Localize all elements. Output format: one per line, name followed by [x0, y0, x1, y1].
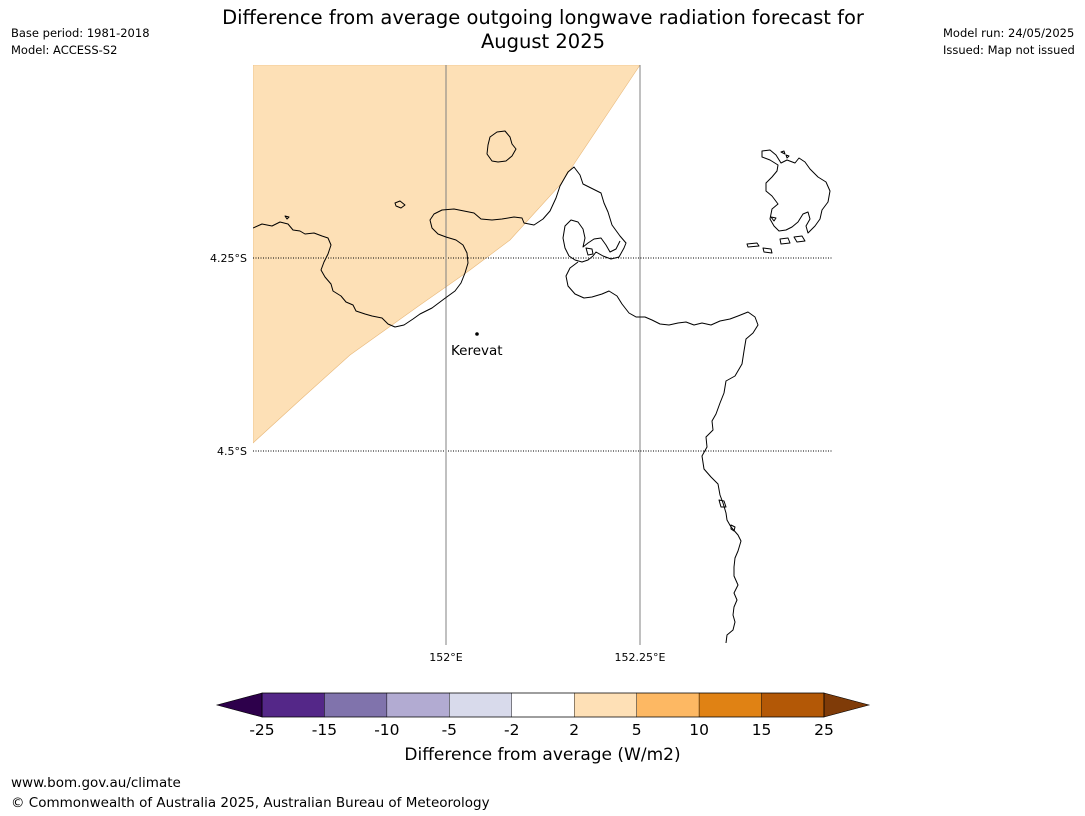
- islet-northeast-1: [780, 150, 786, 155]
- islet-southeast-5: [770, 216, 777, 222]
- coastline-main: [253, 166, 759, 644]
- model-text: Model: ACCESS-S2: [11, 43, 118, 57]
- metadata-left: Base period: 1981-2018 Model: ACCESS-S2: [11, 25, 150, 59]
- islet-west: [394, 200, 406, 209]
- model-run-text: Model run: 24/05/2025: [943, 26, 1075, 40]
- lon-label-152e: 152°E: [429, 651, 462, 664]
- islet-east-1: [718, 499, 727, 508]
- bay-islet: [585, 247, 594, 256]
- colorbar-tick-label: -5: [442, 721, 457, 739]
- colorbar-segment: [574, 692, 637, 718]
- metadata-right: Model run: 24/05/2025 Issued: Map not is…: [943, 25, 1075, 59]
- colorbar-tick-label: -15: [312, 721, 337, 739]
- islet-tiny: [284, 215, 290, 220]
- colorbar-over-arrow: [823, 692, 871, 718]
- colorbar-segment: [449, 692, 512, 718]
- colorbar-segment: [261, 692, 325, 718]
- colorbar-segment: [636, 692, 700, 718]
- colorbar-segment: [386, 692, 450, 718]
- colorbar-segments: [261, 692, 825, 718]
- colorbar-tick-label: -25: [249, 721, 274, 739]
- colorbar-tick-label: 25: [814, 721, 834, 739]
- forecast-map: 4.25°S 4.5°S 152°E 152.25°E Kerevat: [210, 65, 832, 664]
- map-area: [253, 65, 832, 645]
- island-northeast: [761, 149, 831, 234]
- colorbar-segment: [698, 692, 762, 718]
- colorbar-tick-labels: -25 -15 -10 -5 -2 2 5 10 15 25: [249, 721, 834, 739]
- issued-text: Issued: Map not issued: [943, 43, 1075, 57]
- colorbar-outline: [261, 692, 825, 718]
- colorbar-segment: [761, 692, 825, 718]
- islet-southeast-2: [762, 247, 773, 254]
- kerevat-label: Kerevat: [451, 343, 503, 359]
- kerevat-marker: [475, 332, 479, 336]
- map-title: Difference from average outgoing longwav…: [180, 6, 906, 54]
- islet-east-2: [730, 524, 736, 532]
- footer-url: www.bom.gov.au/climate: [11, 775, 181, 791]
- lat-label-4-25s: 4.25°S: [210, 252, 247, 265]
- colorbar-tick-label: 5: [632, 721, 642, 739]
- base-period-text: Base period: 1981-2018: [11, 26, 150, 40]
- islet-southeast-3: [779, 237, 791, 245]
- colorbar-tick-label: -10: [374, 721, 399, 739]
- lon-label-152-25e: 152.25°E: [615, 651, 666, 664]
- colorbar-segment: [324, 692, 388, 718]
- islet-southeast-1: [746, 242, 760, 248]
- islet-southeast-4: [793, 235, 806, 243]
- colorbar-under-arrow: [215, 692, 263, 718]
- islet-northeast-2: [785, 154, 790, 159]
- map-title-line1: Difference from average outgoing longwav…: [222, 6, 864, 29]
- colorbar-tick-label: 15: [752, 721, 772, 739]
- colorbar-title: Difference from average (W/m2): [404, 745, 681, 765]
- map-title-line2: August 2025: [480, 30, 606, 53]
- coastline: [253, 130, 831, 644]
- colorbar-segment: [511, 692, 575, 718]
- colorbar-tick-label: -2: [504, 721, 519, 739]
- colorbar-tick-label: 10: [689, 721, 709, 739]
- lat-label-4-5s: 4.5°S: [217, 445, 247, 458]
- island-north: [486, 130, 517, 163]
- colorbar-tick-label: 2: [569, 721, 579, 739]
- footer-copyright: © Commonwealth of Australia 2025, Austra…: [11, 795, 490, 811]
